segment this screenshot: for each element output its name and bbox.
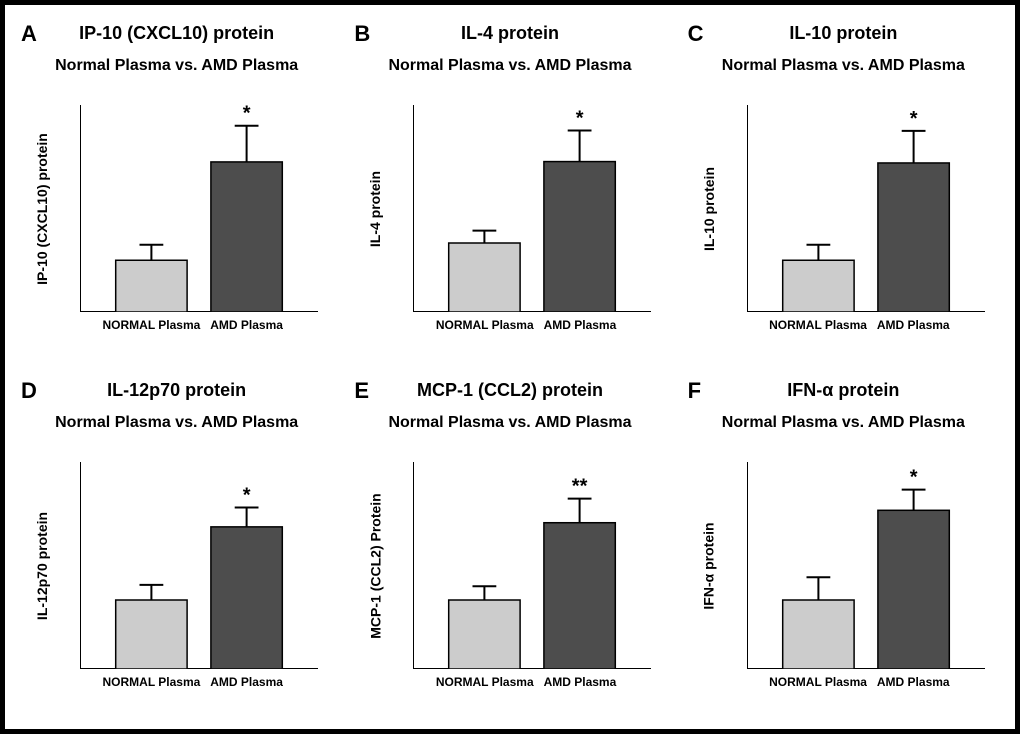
panel-d: DIL-12p70 proteinNormal Plasma vs. AMD P… <box>15 372 338 719</box>
significance-marker: * <box>243 485 251 507</box>
plot-area: 0123*NORMAL PlasmaAMD PlasmaIFN-α protei… <box>747 462 985 669</box>
panel-subtitle: Normal Plasma vs. AMD Plasma <box>682 414 1005 432</box>
panel-title: IL-10 protein <box>682 23 1005 44</box>
panel-subtitle: Normal Plasma vs. AMD Plasma <box>15 414 338 432</box>
x-category-label: NORMAL Plasma <box>96 675 206 689</box>
panel-e: EMCP-1 (CCL2) proteinNormal Plasma vs. A… <box>348 372 671 719</box>
bar-amd <box>878 163 949 312</box>
panel-title: IL-12p70 protein <box>15 380 338 401</box>
bar-amd <box>211 162 282 312</box>
bar-chart: 0123* <box>747 462 985 669</box>
y-axis-label: IL-4 protein <box>367 170 383 246</box>
y-axis-label: IL-10 protein <box>701 166 717 250</box>
panel-b: BIL-4 proteinNormal Plasma vs. AMD Plasm… <box>348 15 671 362</box>
bar-chart: 01234* <box>80 105 318 312</box>
panel-subtitle: Normal Plasma vs. AMD Plasma <box>348 57 671 75</box>
bar-chart: 0123** <box>413 462 651 669</box>
significance-marker: * <box>909 467 917 489</box>
panel-subtitle: Normal Plasma vs. AMD Plasma <box>682 57 1005 75</box>
x-category-label: AMD Plasma <box>192 675 302 689</box>
x-category-label: NORMAL Plasma <box>763 318 873 332</box>
x-category-label: AMD Plasma <box>525 675 635 689</box>
bar-chart: 01234* <box>747 105 985 312</box>
y-axis-label: IP-10 (CXCL10) protein <box>34 133 50 285</box>
x-category-label: AMD Plasma <box>192 318 302 332</box>
x-category-label: NORMAL Plasma <box>430 675 540 689</box>
figure-frame: AIP-10 (CXCL10) proteinNormal Plasma vs.… <box>0 0 1020 734</box>
significance-marker: * <box>909 108 917 130</box>
panel-title: IL-4 protein <box>348 23 671 44</box>
plot-area: 01234*NORMAL PlasmaAMD PlasmaIP-10 (CXCL… <box>80 105 318 312</box>
bar-chart: 0123* <box>80 462 318 669</box>
panel-title: IFN-α protein <box>682 380 1005 401</box>
y-axis-label: IFN-α protein <box>701 522 717 609</box>
panel-subtitle: Normal Plasma vs. AMD Plasma <box>348 414 671 432</box>
plot-area: 0123**NORMAL PlasmaAMD PlasmaMCP-1 (CCL2… <box>413 462 651 669</box>
panel-c: CIL-10 proteinNormal Plasma vs. AMD Plas… <box>682 15 1005 362</box>
panel-f: FIFN-α proteinNormal Plasma vs. AMD Plas… <box>682 372 1005 719</box>
significance-marker: * <box>243 105 251 125</box>
bar-normal <box>782 600 853 669</box>
bar-chart: 0123* <box>413 105 651 312</box>
y-axis-label: MCP-1 (CCL2) Protein <box>367 493 383 638</box>
plot-area: 01234*NORMAL PlasmaAMD PlasmaIL-10 prote… <box>747 105 985 312</box>
x-category-label: NORMAL Plasma <box>96 318 206 332</box>
x-category-label: NORMAL Plasma <box>763 675 873 689</box>
panel-subtitle: Normal Plasma vs. AMD Plasma <box>15 57 338 75</box>
panel-title: MCP-1 (CCL2) protein <box>348 380 671 401</box>
significance-marker: ** <box>572 476 588 498</box>
bar-normal <box>449 243 520 312</box>
plot-area: 0123*NORMAL PlasmaAMD PlasmaIL-4 protein <box>413 105 651 312</box>
bar-amd <box>211 527 282 669</box>
bar-amd <box>878 510 949 669</box>
panel-title: IP-10 (CXCL10) protein <box>15 23 338 44</box>
bar-normal <box>116 600 187 669</box>
x-category-label: AMD Plasma <box>858 675 968 689</box>
x-category-label: AMD Plasma <box>525 318 635 332</box>
bar-amd <box>544 523 615 669</box>
plot-area: 0123*NORMAL PlasmaAMD PlasmaIL-12p70 pro… <box>80 462 318 669</box>
significance-marker: * <box>576 108 584 130</box>
x-category-label: AMD Plasma <box>858 318 968 332</box>
bar-normal <box>116 260 187 312</box>
bar-normal <box>782 260 853 312</box>
x-category-label: NORMAL Plasma <box>430 318 540 332</box>
bar-normal <box>449 600 520 669</box>
panel-a: AIP-10 (CXCL10) proteinNormal Plasma vs.… <box>15 15 338 362</box>
bar-amd <box>544 162 615 312</box>
y-axis-label: IL-12p70 protein <box>34 511 50 619</box>
